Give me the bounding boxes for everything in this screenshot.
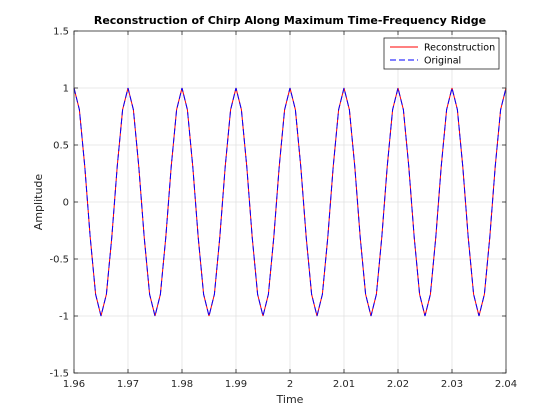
y-tick-label: 0	[63, 198, 69, 209]
tick-marks	[73, 30, 507, 374]
y-tick-label: 0.5	[53, 141, 69, 152]
x-tick-labels: 1.96 1.97 1.98 1.99 2 2.01 2.02 2.03 2.04	[63, 379, 517, 390]
series-line-original	[73, 87, 507, 317]
y-tick-label: -0.5	[49, 255, 69, 266]
x-tick-label: 2	[287, 379, 293, 390]
legend-label-original: Original	[424, 56, 461, 67]
x-tick-label: 1.99	[225, 379, 247, 390]
x-tick-label: 1.96	[63, 379, 85, 390]
y-tick-label: -1.5	[49, 369, 69, 380]
legend-label-reconstruction: Reconstruction	[424, 43, 495, 54]
legend: Reconstruction Original	[383, 37, 500, 70]
y-axis-label: Amplitude	[32, 174, 45, 231]
x-tick-label: 2.04	[495, 379, 517, 390]
legend-box	[383, 37, 500, 70]
y-tick-labels: -1.5 -1 -0.5 0 0.5 1 1.5	[49, 27, 69, 380]
x-tick-label: 2.01	[333, 379, 355, 390]
series-lines	[73, 87, 507, 317]
y-tick-label: -1	[59, 312, 69, 323]
y-tick-label: 1	[63, 84, 69, 95]
x-tick-label: 2.03	[441, 379, 463, 390]
x-tick-label: 1.97	[117, 379, 139, 390]
x-tick-label: 2.02	[387, 379, 409, 390]
plot-area: 1.96 1.97 1.98 1.99 2 2.01 2.02 2.03 2.04 -1.5-1…	[49, 27, 517, 391]
y-tick-label: 1.5	[53, 27, 69, 38]
x-tick-label: 1.98	[171, 379, 193, 390]
x-axis-label: Time	[276, 393, 304, 406]
chart-title: Reconstruction of Chirp Along Maximum Ti…	[94, 14, 486, 27]
